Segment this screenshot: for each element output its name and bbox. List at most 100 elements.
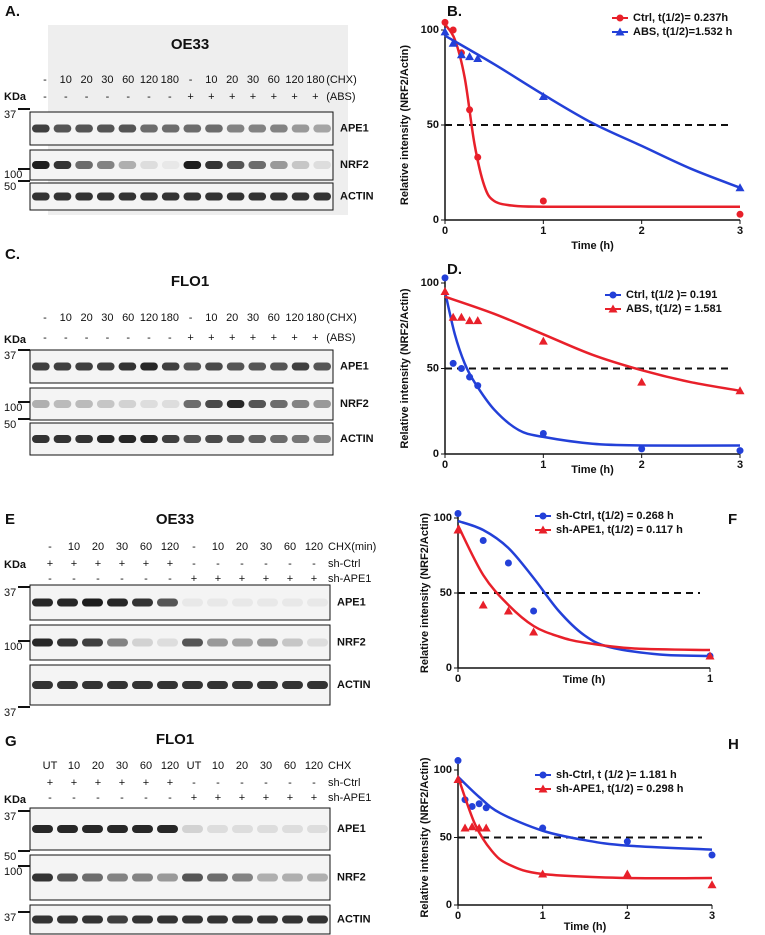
data-point — [449, 26, 457, 34]
lane-label: 60 — [268, 74, 280, 86]
kda-label: KDa — [4, 334, 27, 346]
lane-label: - — [189, 312, 193, 324]
band — [32, 598, 53, 607]
band — [32, 400, 50, 408]
band — [118, 435, 137, 443]
band — [161, 124, 180, 133]
strip-label: APE1 — [337, 823, 366, 835]
band — [140, 435, 158, 443]
lane-label: - — [264, 777, 268, 789]
band — [226, 161, 245, 169]
band — [205, 362, 223, 371]
y-tick-label: 50 — [427, 362, 439, 374]
band — [140, 161, 158, 169]
lane-label: + — [287, 792, 293, 804]
band — [232, 825, 253, 833]
kda-label: KDa — [4, 794, 27, 806]
data-point — [474, 382, 482, 390]
x-axis-label: Time (h) — [564, 921, 607, 933]
lane-label: - — [96, 573, 100, 585]
lane-label: + — [71, 777, 77, 789]
data-point — [475, 800, 483, 808]
lane-label: - — [43, 332, 47, 344]
lane-label: 30 — [101, 312, 113, 324]
lane-label: - — [168, 792, 172, 804]
band — [32, 192, 50, 201]
lane-label: - — [147, 332, 151, 344]
lane-label: - — [126, 332, 130, 344]
band — [291, 192, 310, 201]
lane-label: 60 — [284, 541, 296, 553]
x-tick-label: 3 — [737, 225, 743, 237]
band — [182, 681, 203, 689]
y-axis-label: Relative intensity (NRF2/Actin) — [399, 288, 411, 448]
lane-label: 30 — [247, 312, 259, 324]
lane-label: + — [271, 332, 277, 344]
x-tick-label: 1 — [540, 910, 546, 922]
x-tick-label: 2 — [624, 910, 630, 922]
band — [118, 124, 137, 133]
band — [32, 362, 50, 371]
band — [313, 362, 331, 371]
band — [226, 192, 245, 201]
lane-label: + — [239, 792, 245, 804]
row-label: (CHX) — [326, 312, 357, 324]
band — [96, 192, 115, 201]
lane-label: - — [106, 332, 110, 344]
blot-strip — [29, 664, 331, 706]
lane-label: 20 — [92, 760, 104, 772]
fit-curve — [456, 776, 713, 880]
band — [270, 192, 288, 201]
lane-label: + — [187, 91, 193, 103]
band — [282, 873, 303, 882]
lane-label: 60 — [140, 760, 152, 772]
data-point — [465, 316, 475, 325]
band — [248, 362, 267, 371]
band — [207, 638, 228, 647]
fit-curve — [444, 295, 741, 392]
data-point — [735, 386, 745, 395]
band — [140, 400, 158, 408]
fit-curve — [456, 524, 711, 652]
data-point — [456, 50, 466, 59]
blot-strip — [29, 854, 331, 901]
mw-marker: 37 — [4, 587, 16, 599]
band — [232, 638, 253, 647]
band — [270, 435, 288, 443]
legend-marker — [609, 291, 617, 299]
lane-label: 10 — [68, 760, 80, 772]
band — [161, 161, 180, 169]
band — [75, 161, 93, 169]
y-tick-label: 50 — [440, 831, 452, 843]
band — [313, 161, 331, 169]
data-point — [637, 377, 647, 386]
legend-marker — [538, 525, 548, 534]
band — [183, 435, 202, 443]
strip-label: APE1 — [340, 360, 369, 372]
band — [32, 873, 53, 882]
band — [248, 124, 267, 133]
lane-label: 30 — [101, 74, 113, 86]
x-tick-label: 0 — [442, 225, 448, 237]
lane-label: + — [167, 777, 173, 789]
data-point — [448, 38, 458, 47]
lane-label: - — [72, 792, 76, 804]
strip-label: NRF2 — [340, 159, 369, 171]
band — [291, 435, 310, 443]
band — [291, 124, 310, 133]
data-point — [539, 429, 547, 437]
lane-label: + — [250, 332, 256, 344]
band — [270, 362, 288, 371]
data-point — [448, 312, 458, 321]
band — [75, 362, 93, 371]
band — [307, 825, 328, 833]
band — [107, 681, 128, 689]
band — [107, 825, 128, 833]
lane-label: - — [168, 91, 172, 103]
band — [248, 192, 267, 201]
band — [161, 400, 180, 408]
lane-label: - — [192, 777, 196, 789]
band — [157, 825, 178, 833]
mw-marker: 100 — [4, 866, 22, 878]
blot-title: FLO1 — [156, 731, 194, 748]
